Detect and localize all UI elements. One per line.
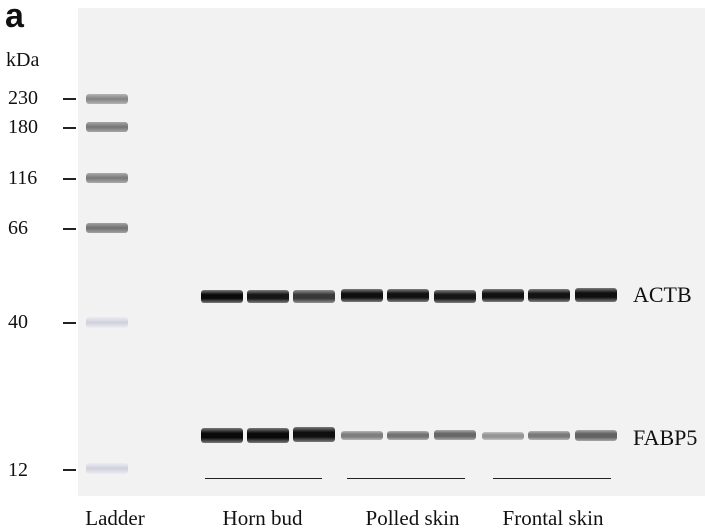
actb-band [482,289,524,302]
fabp5-band [201,428,243,443]
ladder-band [86,317,128,328]
fabp5-band [341,431,383,440]
target-label-actb: ACTB [633,282,692,307]
target-label-fabp5: FABP5 [633,425,698,450]
mw-tick [63,98,76,100]
fabp5-band [247,428,289,443]
mw-tick [63,469,76,471]
mw-tick [63,127,76,129]
mw-label: 40 [8,311,28,333]
fabp5-band [387,431,429,440]
fabp5-band [575,430,617,441]
group-label: Frontal skin [502,506,604,530]
actb-band [528,289,570,302]
actb-band [434,290,476,303]
group-label: Polled skin [365,506,460,530]
mw-label: 66 [8,217,28,239]
actb-band [341,289,383,302]
panel-label: a [5,0,24,35]
actb-band [575,288,617,302]
ladder-label: Ladder [85,506,145,530]
actb-band [201,290,243,303]
actb-band [247,290,289,303]
mw-label: 116 [8,167,38,189]
group-underline [493,478,611,479]
ladder-band [86,122,128,132]
gel-background [78,8,705,496]
mw-label: 180 [8,116,38,138]
ladder-band [86,94,128,104]
mw-tick [63,178,76,180]
unit-label: kDa [6,49,40,71]
group-underline [347,478,465,479]
actb-band [293,290,335,303]
fabp5-band [528,431,570,440]
fabp5-band [293,427,335,442]
ladder-band [86,223,128,233]
ladder-band [86,463,128,474]
fabp5-band [482,432,524,440]
mw-label: 12 [8,459,28,481]
actb-band [387,289,429,302]
group-label: Horn bud [222,506,303,530]
group-underline [205,478,322,479]
mw-tick [63,228,76,230]
mw-tick [63,322,76,324]
ladder-band [86,173,128,183]
mw-label: 230 [8,87,38,109]
fabp5-band [434,430,476,440]
